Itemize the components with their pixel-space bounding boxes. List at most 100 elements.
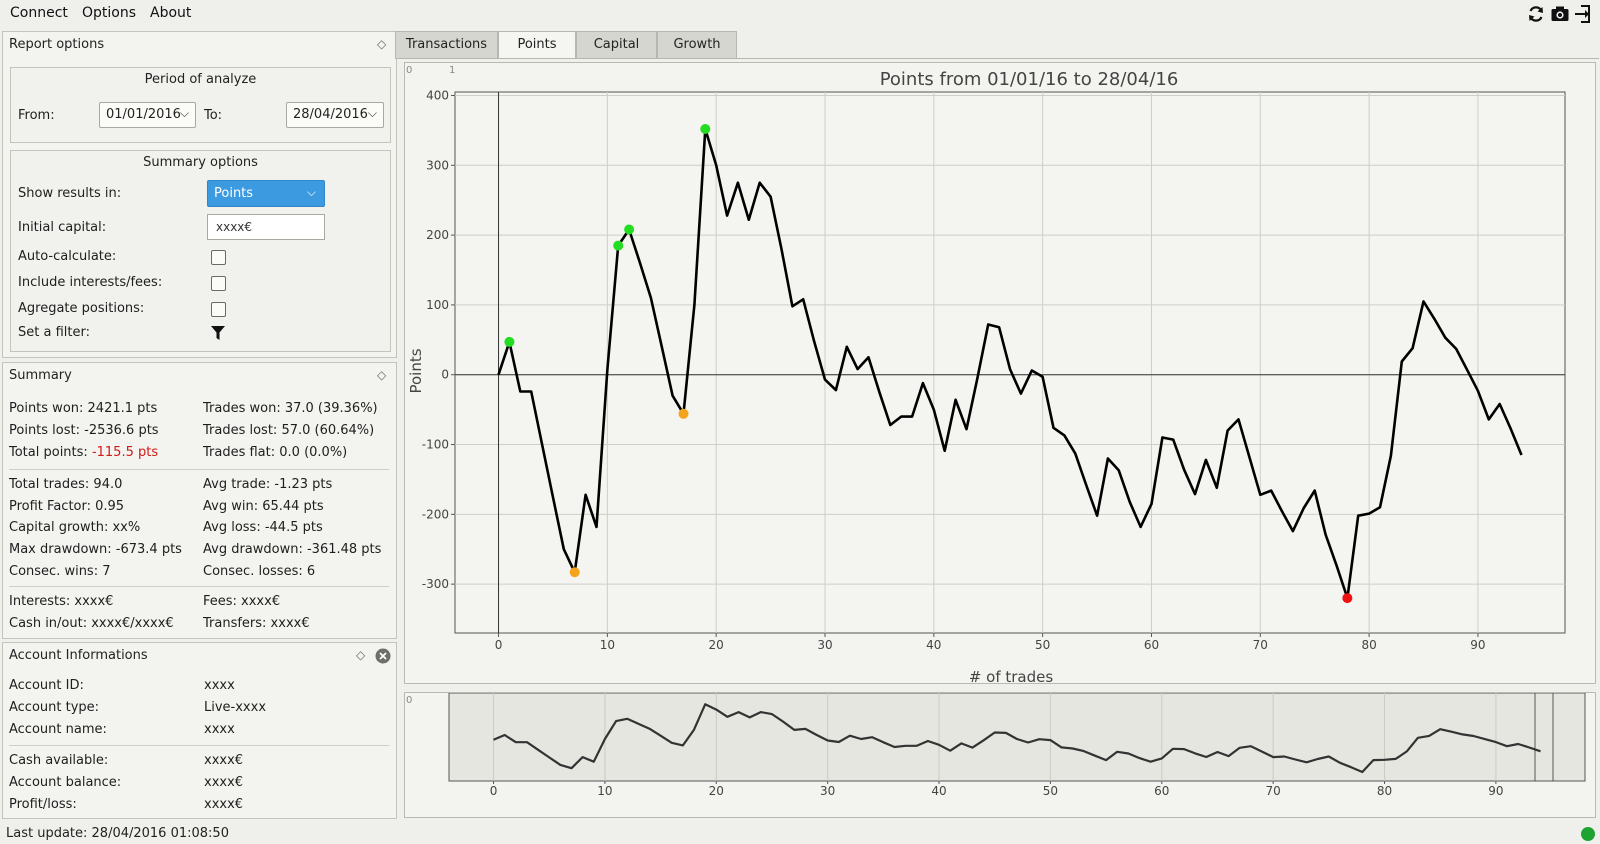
points-chart[interactable]: 0 1 Points from 01/01/16 to 28/04/16 # o… bbox=[405, 63, 1597, 686]
auto-calculate-label: Auto-calculate: bbox=[18, 249, 117, 264]
connection-status-indicator bbox=[1581, 827, 1595, 841]
overview-x-tick-label: 50 bbox=[1043, 784, 1058, 798]
divider bbox=[9, 586, 389, 587]
y-tick-label: 400 bbox=[426, 88, 449, 102]
to-date-value: 28/04/2016 bbox=[293, 107, 368, 122]
avg-trade: Avg trade: -1.23 pts bbox=[203, 477, 333, 492]
x-tick-label: 0 bbox=[495, 638, 503, 652]
tab-points[interactable]: Points bbox=[498, 31, 576, 59]
overview-x-tick-label: 70 bbox=[1266, 784, 1281, 798]
extremum-marker bbox=[624, 224, 635, 235]
divider bbox=[9, 745, 389, 746]
fees: Fees: xxxx€ bbox=[203, 594, 281, 609]
menu-connect[interactable]: Connect bbox=[10, 5, 68, 21]
x-tick-label: 10 bbox=[600, 638, 615, 652]
period-title: Period of analyze bbox=[144, 72, 257, 87]
from-date-value: 01/01/2016 bbox=[106, 107, 181, 122]
overview-x-tick-label: 20 bbox=[709, 784, 724, 798]
account-name-label: Account name: bbox=[9, 722, 107, 737]
divider bbox=[9, 469, 389, 470]
trades-flat: Trades flat: 0.0 (0.0%) bbox=[203, 445, 348, 460]
status-bar: Last update: 28/04/2016 01:08:50 bbox=[0, 824, 1600, 844]
last-update-text: Last update: 28/04/2016 01:08:50 bbox=[6, 826, 229, 841]
period-group: Period of analyze From: 01/01/2016 ⌵ To:… bbox=[10, 67, 391, 143]
include-interests-checkbox[interactable] bbox=[211, 276, 226, 291]
y-tick-label: -300 bbox=[422, 577, 449, 591]
to-date-select[interactable]: 28/04/2016 ⌵ bbox=[286, 102, 384, 128]
cash-available-label: Cash available: bbox=[9, 753, 109, 768]
overview-plot-background bbox=[448, 692, 1586, 782]
extremum-marker bbox=[613, 240, 624, 251]
refresh-icon[interactable] bbox=[1526, 4, 1546, 24]
points-series-line bbox=[497, 127, 1523, 600]
plot-area: 0 10 20 30 40 50 60 70 80 90 -300 -200 -100 0 100 200 30… bbox=[422, 88, 1566, 652]
total-points-value: -115.5 pts bbox=[91, 445, 159, 460]
y-tick-label: -200 bbox=[422, 507, 449, 521]
chevron-down-icon: ⌵ bbox=[179, 106, 189, 120]
max-drawdown: Max drawdown: -673.4 pts bbox=[9, 542, 182, 557]
from-label: From: bbox=[18, 108, 55, 123]
overview-x-tick-label: 0 bbox=[490, 784, 498, 798]
show-results-select[interactable]: Points ⌵ bbox=[207, 180, 325, 207]
summary-options-title: Summary options bbox=[143, 155, 258, 170]
float-panel-icon[interactable]: ◇ bbox=[377, 37, 387, 51]
overview-plot-area: 0 10 20 30 40 50 60 70 80 90 bbox=[448, 692, 1586, 798]
account-type-label: Account type: bbox=[9, 700, 100, 715]
menu-about[interactable]: About bbox=[150, 5, 192, 21]
extremum-marker bbox=[569, 567, 580, 578]
total-points-label: Total points: bbox=[9, 445, 92, 460]
account-id-label: Account ID: bbox=[9, 678, 84, 693]
camera-icon[interactable] bbox=[1550, 4, 1570, 24]
menu-bar: Connect Options About bbox=[0, 0, 1600, 27]
filter-icon[interactable] bbox=[210, 325, 226, 341]
initial-capital-input[interactable]: xxxx€ bbox=[207, 214, 325, 240]
tab-capital[interactable]: Capital bbox=[576, 31, 657, 58]
account-panel: Account Informations ◇ Account ID: xxxx … bbox=[2, 642, 397, 819]
export-icon[interactable] bbox=[1574, 4, 1594, 24]
scroll-min-label: 0 bbox=[406, 65, 412, 76]
cash-available-value: xxxx€ bbox=[204, 753, 244, 768]
x-tick-label: 90 bbox=[1470, 638, 1485, 652]
report-options-panel: Report options ◇ Period of analyze From:… bbox=[2, 31, 397, 358]
avg-drawdown: Avg drawdown: -361.48 pts bbox=[203, 542, 382, 557]
cash-inout: Cash in/out: xxxx€/xxxx€ bbox=[9, 616, 174, 631]
x-tick-label: 30 bbox=[817, 638, 832, 652]
account-type-value: Live-xxxx bbox=[204, 700, 267, 715]
account-name-value: xxxx bbox=[204, 722, 235, 737]
aggregate-checkbox[interactable] bbox=[211, 302, 226, 317]
points-lost: Points lost: -2536.6 pts bbox=[9, 423, 159, 438]
x-axis-label: # of trades bbox=[969, 668, 1054, 685]
account-balance-label: Account balance: bbox=[9, 775, 122, 790]
points-won: Points won: 2421.1 pts bbox=[9, 401, 158, 416]
x-tick-label: 40 bbox=[926, 638, 941, 652]
to-label: To: bbox=[204, 108, 223, 123]
show-results-value: Points bbox=[214, 186, 254, 201]
float-panel-icon[interactable]: ◇ bbox=[377, 368, 387, 382]
tab-growth[interactable]: Growth bbox=[657, 31, 737, 58]
scroll-min-label: 0 bbox=[406, 695, 412, 706]
avg-win: Avg win: 65.44 pts bbox=[203, 499, 324, 514]
report-options-title: Report options bbox=[9, 37, 105, 52]
tab-transactions[interactable]: Transactions bbox=[395, 31, 498, 58]
summary-title: Summary bbox=[9, 368, 72, 383]
chevron-down-icon: ⌵ bbox=[367, 106, 377, 120]
close-icon[interactable] bbox=[375, 648, 391, 664]
y-axis-label: Points bbox=[407, 348, 425, 393]
float-panel-icon[interactable]: ◇ bbox=[356, 648, 366, 662]
auto-calculate-checkbox[interactable] bbox=[211, 250, 226, 265]
x-tick-label: 60 bbox=[1144, 638, 1159, 652]
menu-options[interactable]: Options bbox=[82, 5, 137, 21]
extremum-marker bbox=[700, 123, 711, 134]
account-title: Account Informations bbox=[9, 648, 148, 663]
capital-growth: Capital growth: xx% bbox=[9, 520, 141, 535]
from-date-select[interactable]: 01/01/2016 ⌵ bbox=[99, 102, 196, 128]
profit-loss-label: Profit/loss: bbox=[9, 797, 77, 812]
chevron-down-icon: ⌵ bbox=[306, 185, 316, 199]
consec-losses: Consec. losses: 6 bbox=[203, 564, 316, 579]
overview-x-tick-label: 80 bbox=[1377, 784, 1392, 798]
y-tick-label: 300 bbox=[426, 158, 449, 172]
transfers: Transfers: xxxx€ bbox=[203, 616, 310, 631]
trades-lost: Trades lost: 57.0 (60.64%) bbox=[203, 423, 375, 438]
x-tick-label: 20 bbox=[709, 638, 724, 652]
